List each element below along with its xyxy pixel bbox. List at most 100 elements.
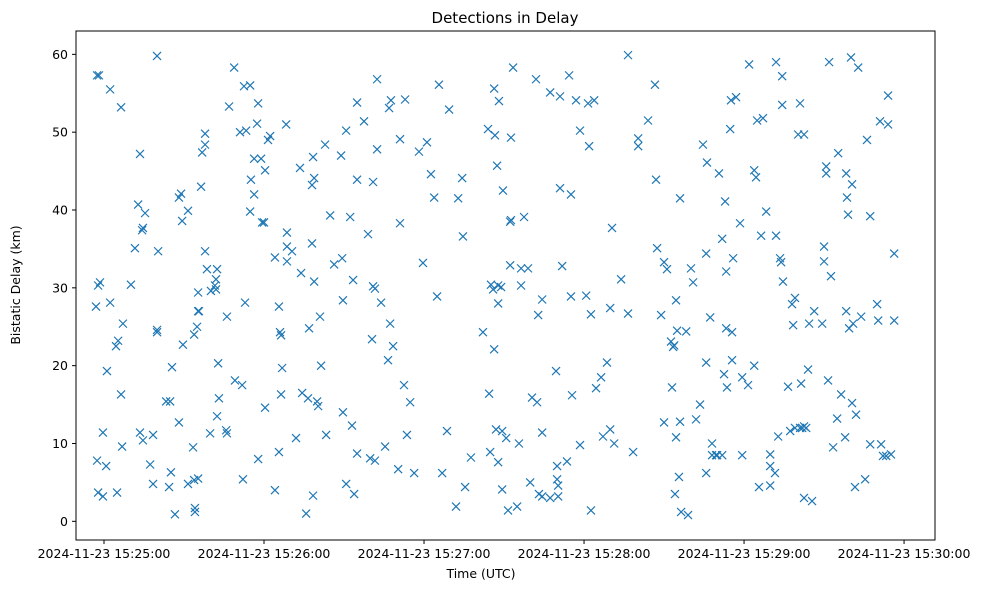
data-point <box>714 169 724 178</box>
data-point <box>670 489 680 499</box>
data-point <box>821 169 831 178</box>
data-point <box>505 260 515 270</box>
data-point <box>270 253 280 262</box>
data-point <box>372 74 382 84</box>
data-points <box>91 50 899 520</box>
data-point <box>516 281 526 290</box>
data-point <box>672 326 682 336</box>
data-point <box>303 393 313 403</box>
data-point <box>842 193 852 202</box>
data-point <box>821 161 831 171</box>
data-point <box>337 253 347 263</box>
data-point <box>282 256 292 266</box>
data-point <box>352 98 362 108</box>
data-point <box>788 320 798 330</box>
data-point <box>605 303 615 313</box>
data-point <box>352 175 362 185</box>
data-point <box>725 124 735 134</box>
x-axis-label: Time (UTC) <box>445 566 515 581</box>
data-point <box>876 439 886 449</box>
data-point <box>466 453 476 462</box>
data-point <box>336 151 346 160</box>
data-point <box>92 70 102 80</box>
data-point <box>238 474 248 484</box>
data-point <box>349 489 359 499</box>
data-point <box>202 264 212 274</box>
data-point <box>508 63 518 73</box>
data-point <box>650 80 660 90</box>
data-point <box>575 126 585 136</box>
data-point <box>126 280 136 290</box>
data-point <box>488 284 498 294</box>
data-point <box>402 430 412 440</box>
x-tick-label: 2024-11-23 15:30:00 <box>838 546 971 561</box>
data-point <box>117 442 127 452</box>
data-point <box>368 177 378 187</box>
data-point <box>249 154 259 164</box>
data-point <box>804 319 814 329</box>
data-point <box>889 316 899 325</box>
data-point <box>674 472 684 482</box>
data-point <box>506 215 516 225</box>
data-point <box>501 433 511 443</box>
data-point <box>776 257 786 267</box>
data-point <box>720 197 730 206</box>
data-point <box>309 173 319 183</box>
data-point <box>112 488 122 497</box>
data-point <box>372 144 382 154</box>
data-point <box>773 432 783 441</box>
data-point <box>681 326 691 336</box>
data-point <box>553 491 563 501</box>
data-point <box>316 361 326 371</box>
data-point <box>828 442 838 452</box>
data-point <box>555 91 565 101</box>
data-point <box>442 426 452 436</box>
data-point <box>221 425 231 435</box>
data-point <box>875 116 885 126</box>
data-point <box>832 414 842 424</box>
x-tick-label: 2024-11-23 15:28:00 <box>518 546 651 561</box>
data-point <box>245 81 255 90</box>
data-point <box>726 95 736 105</box>
data-point <box>783 382 793 392</box>
data-point <box>787 299 797 309</box>
data-point <box>229 63 239 73</box>
data-point <box>148 430 158 440</box>
data-point <box>444 105 454 115</box>
data-point <box>275 327 285 337</box>
data-point <box>809 306 819 316</box>
data-point <box>799 130 809 139</box>
data-point <box>241 126 251 136</box>
data-point <box>253 98 263 108</box>
data-point <box>418 258 428 268</box>
x-tick-label: 2024-11-23 15:26:00 <box>198 546 331 561</box>
x-tick-label: 2024-11-23 15:27:00 <box>358 546 491 561</box>
data-point <box>111 341 121 351</box>
data-point <box>183 479 193 489</box>
data-point <box>833 148 843 158</box>
data-point <box>270 485 280 495</box>
data-point <box>671 432 681 442</box>
data-point <box>537 491 547 501</box>
data-point <box>296 268 306 278</box>
data-point <box>363 229 373 239</box>
data-point <box>702 158 712 167</box>
data-point <box>596 372 606 382</box>
data-point <box>571 95 581 105</box>
data-point <box>727 327 737 337</box>
data-point <box>164 482 174 492</box>
data-point <box>245 207 255 216</box>
data-point <box>765 481 775 490</box>
data-point <box>826 271 836 281</box>
data-point <box>265 131 275 141</box>
data-point <box>212 411 222 421</box>
data-point <box>457 173 467 183</box>
data-point <box>628 447 638 457</box>
data-point <box>277 363 287 373</box>
data-point <box>490 130 500 140</box>
data-point <box>190 507 200 517</box>
data-point <box>307 180 317 190</box>
data-point <box>152 51 162 61</box>
data-point <box>395 218 405 228</box>
